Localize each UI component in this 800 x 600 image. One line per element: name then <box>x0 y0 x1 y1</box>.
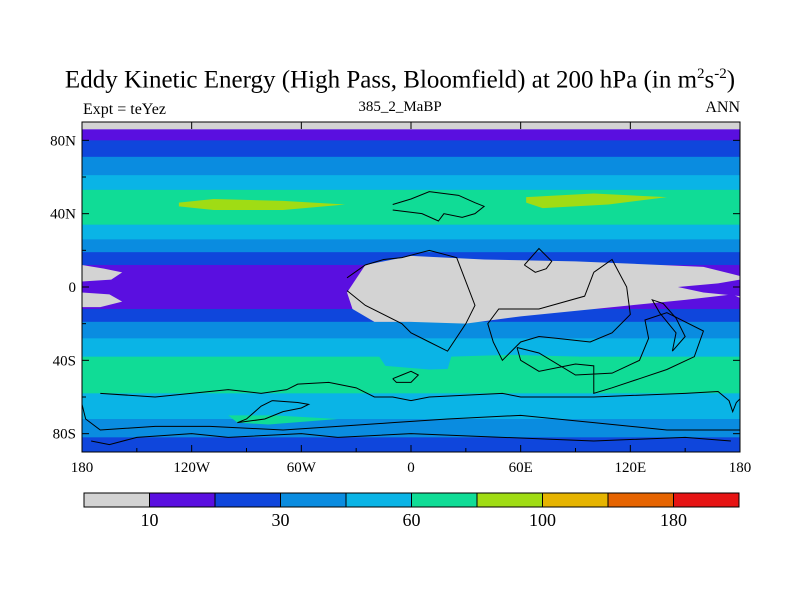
contour-band-15 <box>82 419 740 438</box>
coastline-0 <box>392 191 486 222</box>
experiment-label: Expt = teYez <box>83 101 166 118</box>
coastlines <box>82 191 740 446</box>
coastline-2 <box>346 249 476 352</box>
colorbar-box-2 <box>214 492 281 508</box>
contour-patch-0 <box>347 255 740 324</box>
contour-band-12 <box>82 338 740 358</box>
coastline-7 <box>82 404 740 431</box>
contour-band-4 <box>82 175 740 191</box>
colorbar-label-4: 180 <box>660 510 687 530</box>
contour-fills <box>82 122 740 452</box>
colorbar-box-0 <box>83 492 150 508</box>
contour-patch-7 <box>447 354 580 383</box>
colorbar-label-1: 30 <box>272 510 290 530</box>
contour-patch-3 <box>677 279 740 297</box>
coastline-4 <box>516 312 705 395</box>
coastline-6 <box>100 381 740 414</box>
contour-patch-4 <box>178 199 346 210</box>
chart-subtitle: 385_2_MaBP <box>358 99 442 115</box>
colorbar: 10 30 60 100 180 <box>83 492 740 530</box>
contour-band-14 <box>82 393 740 420</box>
colorbar-box-7 <box>542 492 609 508</box>
colorbar-label-0: 10 <box>141 510 159 530</box>
contour-patch-5 <box>526 193 667 209</box>
x-axis: 180 120W 60W 0 60E 120E 180 <box>71 122 752 476</box>
contour-band-2 <box>82 140 740 158</box>
contour-band-11 <box>82 321 740 339</box>
y-tick-label-4: 80S <box>53 427 76 443</box>
colorbar-box-6 <box>476 492 543 508</box>
y-tick-label-2: 0 <box>69 280 77 296</box>
coastline-5 <box>651 298 686 352</box>
title-unit-sup2: -2 <box>714 66 727 82</box>
y-tick-label-1: 40N <box>50 207 76 223</box>
contour-band-5 <box>82 189 740 226</box>
colorbar-label-3: 100 <box>529 510 556 530</box>
coastline-9 <box>91 433 731 446</box>
title-unit-close: ) <box>726 66 736 94</box>
colorbar-box-5 <box>411 492 478 508</box>
y-tick-label-3: 40S <box>53 353 76 369</box>
colorbar-label-2: 60 <box>403 510 421 530</box>
title-unit-mid: s <box>704 66 715 94</box>
title-text: Eddy Kinetic Energy (High Pass, Bloomfie… <box>64 66 698 94</box>
x-tick-label-4: 60E <box>509 460 533 476</box>
colorbar-box-1 <box>149 492 216 508</box>
season-label: ANN <box>705 99 740 116</box>
y-tick-label-0: 80N <box>50 133 76 149</box>
x-tick-label-3: 0 <box>407 460 415 476</box>
contour-patch-2 <box>82 292 123 308</box>
x-tick-label-1: 120W <box>173 460 211 476</box>
contour-band-7 <box>82 239 740 253</box>
coastline-10 <box>392 370 420 383</box>
contour-patch-1 <box>82 265 123 282</box>
coastline-1 <box>523 247 553 273</box>
x-tick-label-5: 120E <box>614 460 646 476</box>
colorbar-box-3 <box>280 492 347 508</box>
coastline-3 <box>487 258 631 362</box>
title-unit-sup1: 2 <box>697 66 705 82</box>
x-tick-label-0: 180 <box>71 460 94 476</box>
contour-band-6 <box>82 224 740 240</box>
colorbar-box-8 <box>607 492 674 508</box>
x-tick-label-6: 180 <box>729 460 752 476</box>
contour-band-3 <box>82 156 740 176</box>
chart-title: Eddy Kinetic Energy (High Pass, Bloomfie… <box>0 66 800 94</box>
contour-band-1 <box>82 129 740 141</box>
colorbar-box-4 <box>345 492 412 508</box>
x-tick-label-2: 60W <box>287 460 317 476</box>
contour-patch-8 <box>228 415 338 425</box>
coastline-8 <box>237 400 311 424</box>
colorbar-box-9 <box>673 492 740 508</box>
y-axis: 80N 40N 0 40S 80S <box>50 133 740 443</box>
